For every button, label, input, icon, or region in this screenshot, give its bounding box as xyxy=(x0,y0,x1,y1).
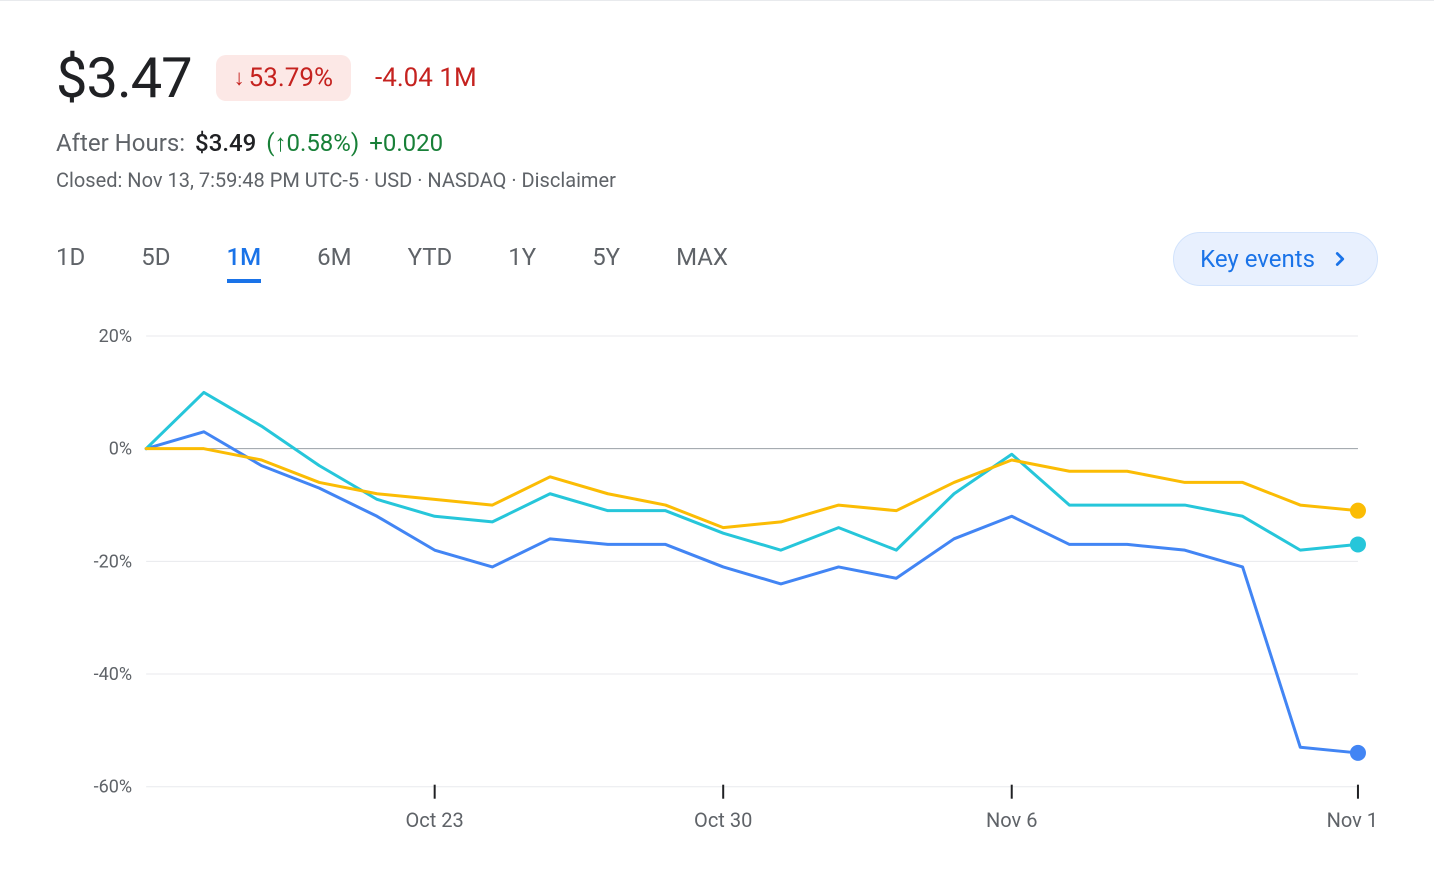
svg-text:-60%: -60% xyxy=(94,777,132,798)
down-arrow-icon: ↓ xyxy=(234,65,245,91)
tab-6m[interactable]: 6M xyxy=(317,235,351,283)
tab-1y[interactable]: 1Y xyxy=(508,235,536,283)
after-hours-label: After Hours: xyxy=(56,129,185,157)
current-price: $3.47 xyxy=(56,45,192,111)
svg-text:-20%: -20% xyxy=(94,551,132,572)
tab-ytd[interactable]: YTD xyxy=(408,235,453,283)
price-chart: 20% 0% -20% -40% -60% Oct 23 Oct 30 Nov 6 Nov 13 xyxy=(56,326,1378,847)
after-hours-pct: (↑0.58%) xyxy=(266,129,359,158)
price-row: $3.47 ↓ 53.79% -4.04 1M xyxy=(56,45,1378,111)
after-hours-price: $3.49 xyxy=(195,129,256,157)
after-hours-abs: +0.020 xyxy=(369,129,443,157)
abs-change: -4.04 1M xyxy=(375,63,477,93)
tab-5d[interactable]: 5D xyxy=(141,235,170,283)
stock-panel: $3.47 ↓ 53.79% -4.04 1M After Hours: $3.… xyxy=(0,0,1434,867)
svg-text:Nov 13: Nov 13 xyxy=(1327,808,1378,832)
key-events-button[interactable]: Key events xyxy=(1173,232,1378,286)
svg-text:-40%: -40% xyxy=(94,664,132,685)
pct-change-value: 53.79% xyxy=(249,63,333,93)
tab-max[interactable]: MAX xyxy=(676,235,728,283)
tab-1m[interactable]: 1M xyxy=(227,235,262,283)
svg-text:Oct 30: Oct 30 xyxy=(694,808,752,832)
tab-1d[interactable]: 1D xyxy=(56,235,85,283)
market-meta: Closed: Nov 13, 7:59:48 PM UTC-5 · USD ·… xyxy=(56,168,1378,192)
chevron-right-icon xyxy=(1329,248,1351,270)
svg-text:0%: 0% xyxy=(109,439,132,460)
svg-text:20%: 20% xyxy=(99,326,132,347)
chart-svg: 20% 0% -20% -40% -60% Oct 23 Oct 30 Nov 6 Nov 13 xyxy=(56,326,1378,847)
key-events-label: Key events xyxy=(1200,245,1315,273)
svg-text:Oct 23: Oct 23 xyxy=(406,808,464,832)
after-hours-row: After Hours: $3.49 (↑0.58%) +0.020 xyxy=(56,129,1378,158)
range-tabs: 1D 5D 1M 6M YTD 1Y 5Y MAX Key events xyxy=(56,232,1378,286)
pct-change-badge: ↓ 53.79% xyxy=(216,55,351,101)
svg-text:Nov 6: Nov 6 xyxy=(986,808,1037,832)
tab-5y[interactable]: 5Y xyxy=(592,235,620,283)
up-arrow-icon: ↑ xyxy=(275,129,287,157)
